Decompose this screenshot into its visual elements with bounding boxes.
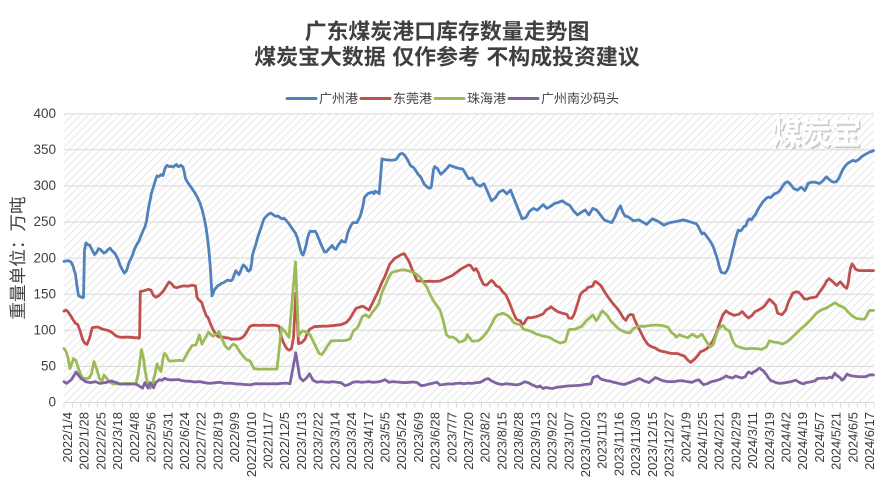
svg-text:2024/5/7: 2024/5/7: [812, 412, 827, 463]
svg-text:2024/5/21: 2024/5/21: [829, 412, 844, 470]
svg-text:2023/5/24: 2023/5/24: [394, 412, 409, 470]
svg-text:2023/10/20: 2023/10/20: [578, 412, 593, 477]
svg-text:2024/1/25: 2024/1/25: [695, 412, 710, 470]
svg-text:2022/4/8: 2022/4/8: [127, 412, 142, 463]
svg-text:50: 50: [41, 359, 56, 374]
svg-text:2022/1/4: 2022/1/4: [60, 412, 75, 463]
svg-text:2024/6/17: 2024/6/17: [862, 412, 877, 470]
svg-text:400: 400: [33, 106, 56, 121]
svg-text:2022/11/7: 2022/11/7: [261, 412, 276, 469]
svg-text:200: 200: [33, 250, 56, 265]
svg-text:300: 300: [33, 178, 56, 193]
svg-text:2024/4/19: 2024/4/19: [795, 412, 810, 470]
svg-text:2024/3/11: 2024/3/11: [745, 412, 760, 469]
svg-text:2022/7/22: 2022/7/22: [194, 412, 209, 470]
svg-text:2023/5/5: 2023/5/5: [378, 412, 393, 463]
svg-text:2022/12/5: 2022/12/5: [277, 412, 292, 470]
svg-text:2023/11/16: 2023/11/16: [611, 412, 626, 476]
svg-text:0: 0: [48, 395, 56, 410]
svg-text:2024/2/21: 2024/2/21: [712, 412, 727, 470]
svg-text:2022/3/18: 2022/3/18: [110, 412, 125, 470]
svg-text:2023/9/13: 2023/9/13: [528, 412, 543, 470]
svg-text:2023/2/22: 2023/2/22: [311, 412, 326, 470]
svg-text:2023/4/17: 2023/4/17: [361, 412, 376, 470]
svg-text:2022/6/24: 2022/6/24: [177, 412, 192, 470]
svg-text:100: 100: [33, 323, 56, 338]
svg-text:2022/5/31: 2022/5/31: [160, 412, 175, 470]
svg-text:2023/8/15: 2023/8/15: [495, 412, 510, 470]
svg-text:2024/6/5: 2024/6/5: [845, 412, 860, 463]
svg-text:2023/7/7: 2023/7/7: [444, 412, 459, 463]
svg-text:2022/1/28: 2022/1/28: [77, 412, 92, 470]
svg-text:2023/11/30: 2023/11/30: [628, 412, 643, 476]
svg-text:150: 150: [33, 286, 56, 301]
svg-text:2023/3/14: 2023/3/14: [327, 412, 342, 470]
svg-text:2023/6/28: 2023/6/28: [428, 412, 443, 470]
svg-text:2023/10/7: 2023/10/7: [561, 412, 576, 470]
svg-text:350: 350: [33, 142, 56, 157]
svg-text:2024/4/2: 2024/4/2: [779, 412, 794, 463]
svg-text:2024/3/19: 2024/3/19: [762, 412, 777, 470]
svg-text:2023/1/13: 2023/1/13: [294, 412, 309, 470]
svg-text:2022/2/25: 2022/2/25: [93, 412, 108, 470]
svg-text:2022/8/19: 2022/8/19: [210, 412, 225, 470]
svg-text:2023/8/2: 2023/8/2: [478, 412, 493, 463]
svg-text:2022/5/6: 2022/5/6: [144, 412, 159, 463]
svg-text:2023/8/28: 2023/8/28: [511, 412, 526, 470]
svg-text:2023/7/20: 2023/7/20: [461, 412, 476, 470]
svg-text:2023/11/3: 2023/11/3: [595, 412, 610, 469]
svg-text:2023/12/15: 2023/12/15: [645, 412, 660, 477]
svg-text:2024/2/29: 2024/2/29: [728, 412, 743, 470]
svg-text:2024/1/9: 2024/1/9: [678, 412, 693, 463]
svg-text:2022/10/10: 2022/10/10: [244, 412, 259, 477]
svg-text:2023/6/9: 2023/6/9: [411, 412, 426, 463]
svg-text:2023/3/24: 2023/3/24: [344, 412, 359, 470]
svg-text:2022/9/9: 2022/9/9: [227, 412, 242, 463]
svg-text:2023/12/27: 2023/12/27: [662, 412, 677, 477]
svg-text:2023/9/22: 2023/9/22: [545, 412, 560, 470]
svg-text:250: 250: [33, 214, 56, 229]
